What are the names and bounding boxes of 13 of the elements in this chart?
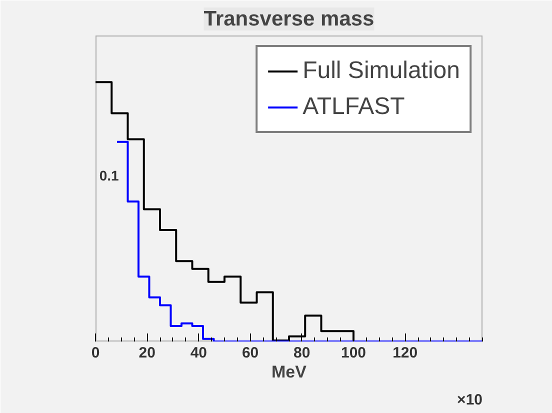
chart-title: Transverse mass [204, 8, 374, 30]
text: ×10 [457, 392, 483, 408]
x-axis-title: MeV [272, 362, 308, 382]
x-tick-label: 40 [190, 344, 208, 362]
annotation: 0.1 [99, 168, 120, 184]
x-tick-label: 100 [340, 344, 366, 362]
x-tick-label: 0 [91, 344, 100, 362]
legend-label: Full Simulation [302, 57, 460, 85]
legend-label: ATLFAST [302, 93, 405, 121]
x-tick-label: 120 [392, 344, 418, 362]
x-tick-label: 80 [294, 344, 310, 362]
x-tick-label: 20 [138, 344, 156, 362]
x-tick-label: 60 [242, 344, 259, 362]
